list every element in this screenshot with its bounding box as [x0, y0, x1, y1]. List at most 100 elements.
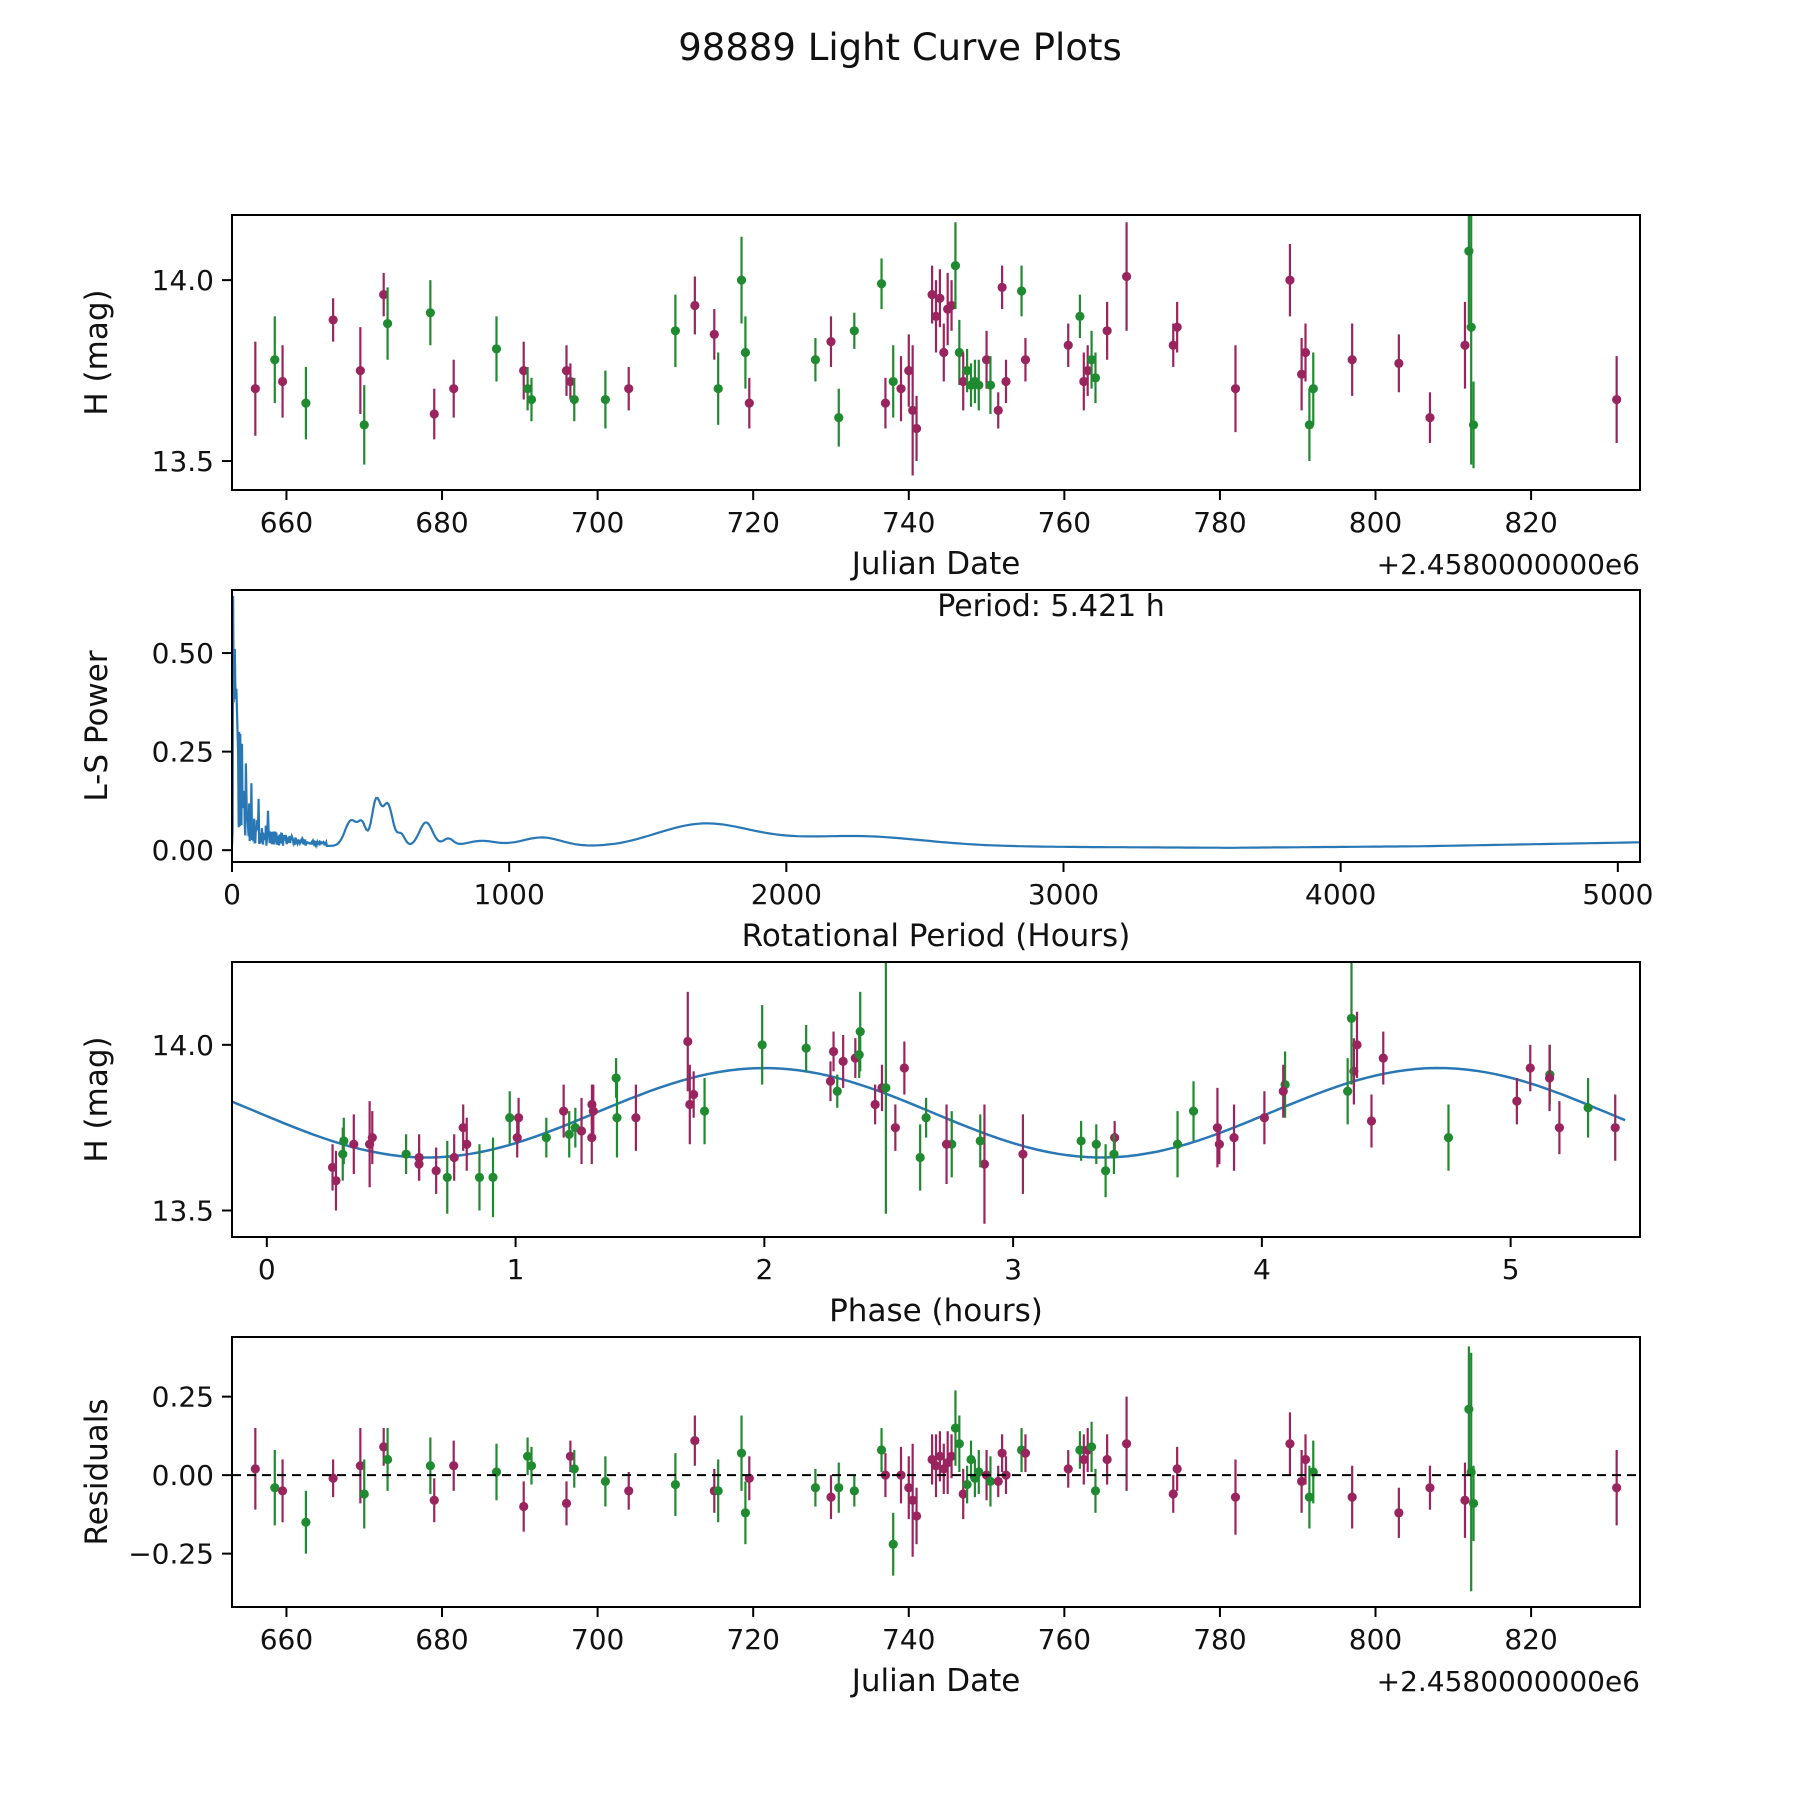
data-point	[911, 1511, 922, 1521]
data-point	[1612, 1483, 1622, 1493]
data-point	[429, 1495, 439, 1505]
data-point	[1308, 384, 1318, 394]
data-point	[565, 1451, 575, 1461]
data-point	[1063, 340, 1073, 350]
data-point	[975, 1136, 985, 1146]
data-point	[1425, 413, 1435, 423]
data-point	[881, 1083, 891, 1093]
data-point	[1101, 1166, 1111, 1176]
data-point	[683, 1036, 693, 1047]
data-point	[834, 413, 844, 423]
lightcurve-ytick-label: 13.5	[152, 445, 214, 478]
data-point	[962, 365, 972, 376]
lightcurve-xtick-label: 720	[726, 506, 779, 539]
data-point	[699, 1106, 710, 1116]
data-point	[1285, 1439, 1295, 1449]
residuals-xtick-label: 660	[260, 1623, 313, 1656]
panel-residuals: 660 680 700 720 740 760 780 800 820 −0.25 0.00 0.25…	[79, 1336, 1641, 1699]
data-point	[1168, 1489, 1178, 1499]
periodogram-ytick-label: 0.00	[152, 834, 214, 867]
phase-axes-frame	[231, 961, 1641, 1238]
data-point	[1230, 384, 1241, 394]
data-point	[600, 394, 610, 405]
period-annotation: Period: 5.421 h	[937, 589, 1165, 624]
phase-xtick-label: 2	[755, 1253, 773, 1286]
residuals-xtick-label: 760	[1038, 1623, 1091, 1656]
data-point	[689, 1089, 699, 1100]
data-point	[624, 384, 634, 394]
data-point	[1121, 1439, 1132, 1449]
data-point	[870, 1099, 880, 1110]
data-point	[1525, 1063, 1535, 1073]
data-point	[1001, 376, 1011, 387]
data-point	[954, 347, 964, 358]
data-point	[328, 315, 338, 325]
data-point	[1090, 373, 1101, 383]
data-point	[908, 405, 918, 415]
data-point	[736, 1448, 747, 1458]
data-point	[1229, 1133, 1239, 1143]
data-point	[801, 1043, 811, 1053]
data-point	[946, 1451, 957, 1461]
phase-xtick-label: 4	[1253, 1253, 1271, 1286]
xlabel-lightcurve: Julian Date	[850, 546, 1021, 582]
data-point	[993, 405, 1003, 415]
data-point	[561, 365, 572, 376]
ylabel-periodogram: L-S Power	[79, 650, 115, 801]
data-point	[1343, 1086, 1353, 1096]
data-point	[488, 1172, 498, 1182]
data-point	[1460, 340, 1470, 350]
data-point	[1188, 1106, 1199, 1116]
periodogram-axes-frame	[231, 589, 1641, 863]
data-point	[587, 1133, 597, 1143]
data-point	[896, 384, 906, 394]
data-point	[1214, 1139, 1224, 1149]
data-point	[1466, 322, 1476, 332]
data-point	[1091, 1139, 1101, 1149]
data-point	[449, 1461, 459, 1471]
data-point	[1512, 1096, 1522, 1106]
xlabel-periodogram: Rotational Period (Hours)	[742, 918, 1131, 954]
axis-offset-label-lightcurve: +2.4580000000e6	[1377, 548, 1640, 581]
data-point	[1102, 1454, 1112, 1465]
lightcurve-content	[250, 215, 1622, 476]
data-point	[1425, 1483, 1435, 1493]
data-point	[670, 1479, 681, 1490]
data-point	[541, 1133, 551, 1143]
data-point	[270, 355, 280, 365]
data-point	[941, 1139, 952, 1149]
xlabel-residuals: Julian Date	[850, 1663, 1021, 1699]
data-point	[359, 1489, 369, 1499]
lightcurve-xtick-label: 800	[1349, 506, 1402, 539]
data-point	[713, 1486, 723, 1496]
data-point	[880, 398, 891, 408]
residuals-xtick-label: 700	[571, 1623, 624, 1656]
data-point	[612, 1113, 622, 1123]
data-point	[1083, 365, 1093, 376]
data-point	[611, 1073, 621, 1083]
axis-offset-label-residuals: +2.4580000000e6	[1377, 1665, 1640, 1698]
lightcurve-ytick-label: 14.0	[152, 264, 214, 297]
data-point	[429, 409, 439, 419]
data-point	[526, 394, 537, 405]
panel-lightcurve: 660 680 700 720 740 760 780 800 820 13.5 14.0 Julia…	[79, 214, 1641, 582]
data-point	[331, 1176, 341, 1186]
data-point	[339, 1136, 349, 1146]
data-point	[631, 1113, 641, 1123]
data-point	[1259, 1113, 1269, 1123]
data-point	[1168, 340, 1178, 350]
data-point	[825, 1076, 836, 1086]
data-point	[997, 282, 1007, 292]
data-point	[931, 311, 941, 321]
data-point	[458, 1123, 468, 1133]
data-point	[828, 1046, 839, 1057]
residuals-xtick-label: 820	[1504, 1623, 1557, 1656]
data-point	[1278, 1086, 1288, 1096]
data-point	[523, 1451, 533, 1461]
data-point	[1075, 311, 1085, 321]
residuals-content	[250, 1346, 1622, 1592]
data-point	[379, 290, 389, 300]
lightcurve-xtick-label: 760	[1038, 506, 1091, 539]
data-point	[1212, 1123, 1223, 1133]
